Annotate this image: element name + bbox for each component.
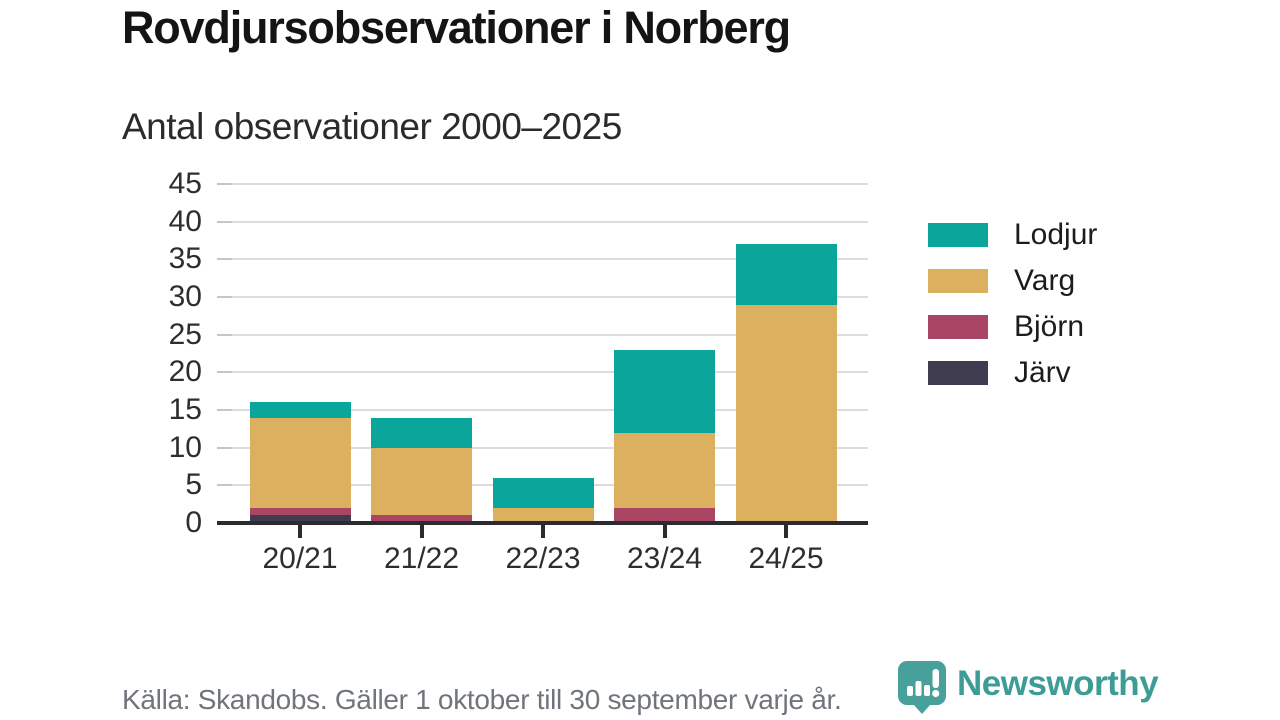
x-tick-20-21 bbox=[298, 525, 302, 538]
y-tick-45 bbox=[217, 183, 232, 185]
legend-swatch-Varg bbox=[928, 269, 988, 293]
y-tick-5 bbox=[217, 484, 232, 487]
x-axis-label: 24/25 bbox=[748, 542, 824, 575]
page-title: Rovdjursobservationer i Norberg bbox=[122, 2, 791, 53]
gridline-40 bbox=[217, 220, 868, 223]
y-axis-label: 15 bbox=[168, 393, 202, 426]
y-axis-label: 45 bbox=[168, 167, 202, 200]
bar-segment-20-21-Järv bbox=[249, 515, 351, 523]
branding: Newsworthy bbox=[897, 660, 1159, 714]
y-tick-40 bbox=[217, 220, 232, 223]
legend-swatch-Lodjur bbox=[928, 223, 988, 247]
y-axis-label: 0 bbox=[185, 506, 202, 539]
gridline-10 bbox=[217, 446, 868, 449]
bar-segment-21-22-Lodjur bbox=[371, 417, 472, 448]
x-axis-label: 21/22 bbox=[383, 542, 460, 575]
gridline-25 bbox=[217, 333, 868, 336]
y-tick-15 bbox=[217, 409, 232, 411]
x-axis-label: 22/23 bbox=[505, 542, 581, 575]
bar-segment-20-21-Björn bbox=[249, 507, 351, 516]
plot-area bbox=[217, 183, 868, 525]
legend-swatch-Järv bbox=[928, 361, 988, 385]
x-axis-label: 20/21 bbox=[262, 542, 338, 575]
y-axis-label: 25 bbox=[168, 317, 202, 351]
legend-label: Järv bbox=[1014, 356, 1071, 389]
bar-segment-20-21-Lodjur bbox=[249, 402, 351, 418]
y-tick-30 bbox=[217, 296, 232, 298]
newsworthy-logo-icon bbox=[898, 661, 946, 714]
legend-swatch-Björn bbox=[928, 315, 988, 339]
gridline-35 bbox=[217, 258, 868, 261]
x-tick-21-22 bbox=[419, 525, 424, 538]
x-tick-24-25 bbox=[784, 525, 788, 538]
x-tick-23-24 bbox=[662, 525, 667, 538]
chart-subtitle: Antal observationer 2000–2025 bbox=[122, 106, 622, 147]
source-note: Källa: Skandobs. Gäller 1 oktober till 3… bbox=[122, 684, 842, 715]
gridline-20 bbox=[217, 371, 868, 374]
y-tick-20 bbox=[217, 371, 232, 374]
legend-item-Järv: Järv bbox=[928, 350, 1097, 396]
gridline-15 bbox=[217, 409, 868, 411]
y-tick-10 bbox=[217, 446, 232, 449]
newsworthy-wordmark: Newsworthy bbox=[957, 664, 1159, 703]
bar-segment-21-22-Björn bbox=[371, 515, 472, 523]
gridline-30 bbox=[217, 296, 868, 298]
gridline-45 bbox=[217, 183, 868, 185]
bar-segment-22-23-Varg bbox=[492, 507, 594, 523]
y-axis-label: 10 bbox=[168, 430, 202, 464]
x-axis-line bbox=[217, 521, 868, 525]
legend-label: Lodjur bbox=[1014, 218, 1098, 251]
bar-segment-23-24-Varg bbox=[614, 432, 715, 508]
legend-item-Varg: Varg bbox=[928, 258, 1097, 304]
legend: Lodjur Varg Björn Järv bbox=[928, 212, 1097, 396]
bar-segment-24-25-Varg bbox=[735, 304, 837, 523]
y-tick-25 bbox=[217, 333, 232, 336]
legend-label: Björn bbox=[1014, 310, 1085, 343]
bar-segment-23-24-Björn bbox=[614, 507, 715, 523]
legend-item-Lodjur: Lodjur bbox=[928, 212, 1097, 258]
bar-segment-24-25-Lodjur bbox=[735, 244, 837, 305]
y-axis-label: 30 bbox=[168, 280, 202, 313]
x-tick-22-23 bbox=[541, 525, 545, 538]
y-axis-label: 35 bbox=[168, 242, 202, 276]
bar-segment-23-24-Lodjur bbox=[614, 349, 715, 433]
bar-segment-22-23-Lodjur bbox=[492, 477, 594, 508]
y-axis-label: 5 bbox=[185, 468, 202, 502]
y-axis-label: 20 bbox=[168, 355, 202, 389]
y-tick-35 bbox=[217, 258, 232, 261]
x-axis-label: 23/24 bbox=[626, 542, 703, 575]
legend-label: Varg bbox=[1014, 264, 1076, 297]
bar-segment-21-22-Varg bbox=[371, 447, 472, 516]
bar-segment-20-21-Varg bbox=[249, 417, 351, 508]
legend-item-Björn: Björn bbox=[928, 304, 1097, 350]
y-axis-label: 40 bbox=[168, 204, 202, 238]
